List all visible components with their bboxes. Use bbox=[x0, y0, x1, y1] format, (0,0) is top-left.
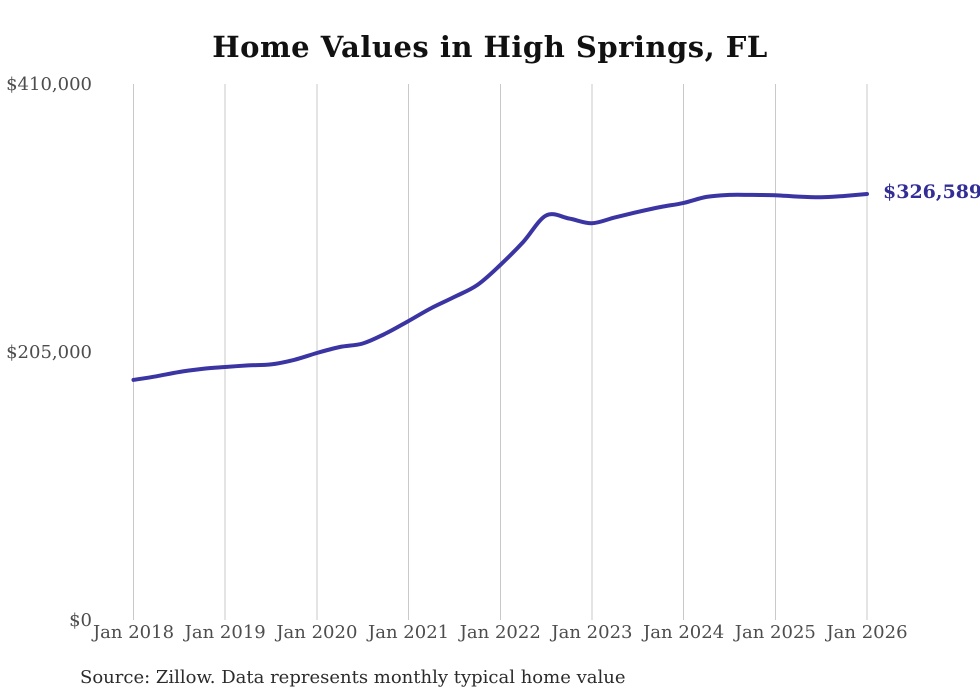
chart-title: Home Values in High Springs, FL bbox=[212, 30, 768, 64]
source-note: Source: Zillow. Data represents monthly … bbox=[80, 667, 626, 688]
home-value-series-line bbox=[131, 192, 869, 382]
y-axis-tick-label: $0 bbox=[69, 610, 92, 631]
x-axis-tick-label: Jan 2020 bbox=[276, 622, 358, 643]
latest-value-label: $326,589 bbox=[883, 181, 980, 204]
x-axis-tick-label: Jan 2023 bbox=[551, 622, 633, 643]
x-axis-tick-label: Jan 2024 bbox=[643, 622, 725, 643]
x-axis-tick-label: Jan 2026 bbox=[826, 622, 908, 643]
y-axis-tick-label: $205,000 bbox=[6, 342, 92, 363]
x-axis-tick-label: Jan 2018 bbox=[92, 622, 175, 643]
y-axis-tick-label: $410,000 bbox=[6, 74, 92, 95]
x-axis-tick-label: Jan 2019 bbox=[184, 622, 266, 643]
x-axis-tick-label: Jan 2022 bbox=[459, 622, 541, 643]
x-axis-tick-label: Jan 2021 bbox=[368, 622, 450, 643]
x-axis-tick-label: Jan 2025 bbox=[734, 622, 816, 643]
